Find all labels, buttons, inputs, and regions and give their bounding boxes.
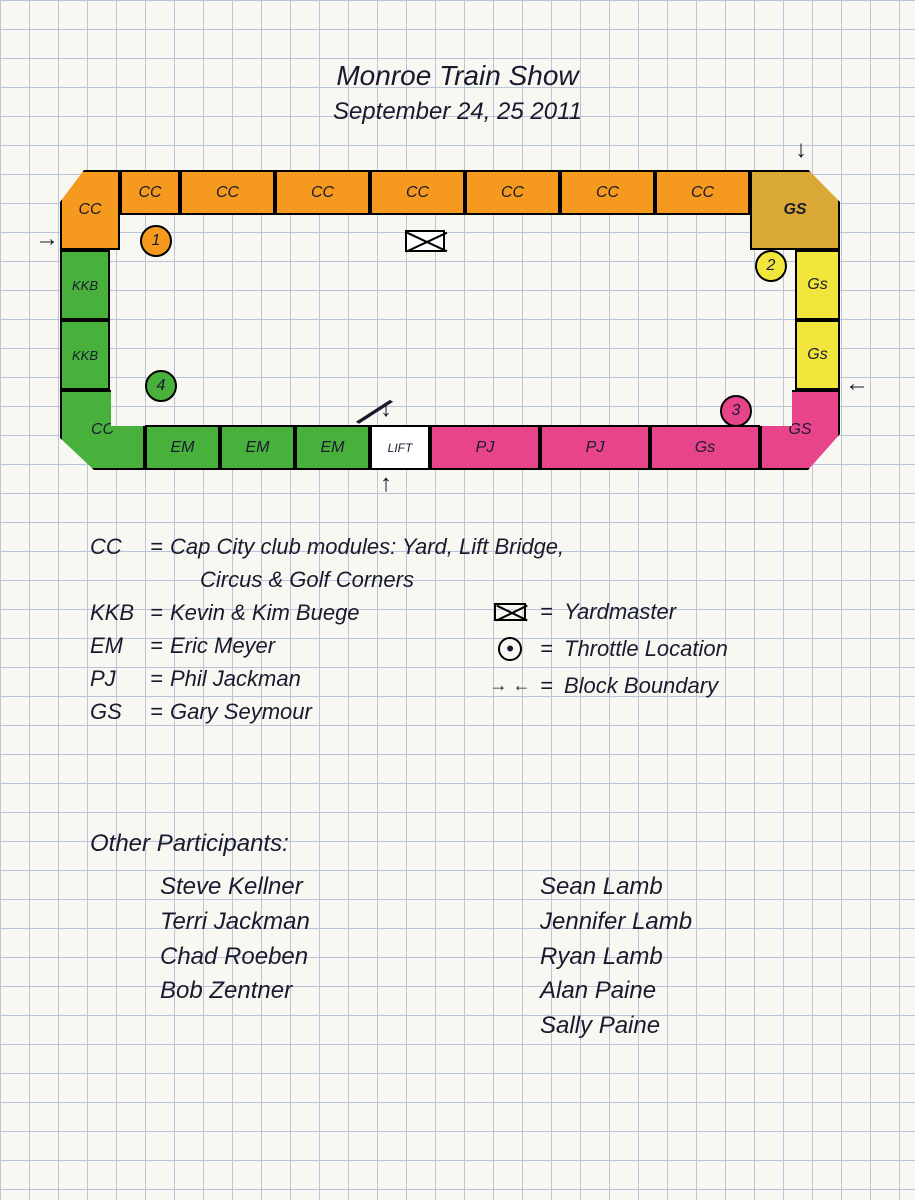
module-bottom-pink-2: Gs	[650, 425, 760, 470]
participant: Sean Lamb	[470, 870, 850, 905]
legend-cc-continue: Circus & Golf Corners	[90, 563, 850, 596]
yardmaster-mini-icon	[480, 603, 540, 621]
throttle-1: 1	[140, 225, 172, 257]
module-bottom-left-corner: CC	[60, 390, 145, 470]
participants-header: Other Participants:	[90, 830, 289, 858]
participant: Jennifer Lamb	[470, 905, 850, 940]
sym-row-yardmaster: = Yardmaster	[480, 595, 728, 628]
module-top-left-corner: CC	[60, 170, 120, 250]
module-top-3: CC	[370, 170, 465, 215]
module-top-1: CC	[180, 170, 275, 215]
legend-eq: =	[150, 596, 170, 629]
legend-key: EM	[90, 629, 150, 662]
module-bottom-pink-1: PJ	[540, 425, 650, 470]
legend-val: Cap City club modules: Yard, Lift Bridge…	[170, 530, 850, 563]
arrow-icon: →	[35, 225, 59, 253]
participant: Ryan Lamb	[470, 940, 850, 975]
arrows-mini-icon: → ←	[480, 672, 540, 699]
layout-diagram: CC CC CC CC CC CC CC CC GS KKB KKB CC Gs…	[60, 170, 850, 490]
participants-col-1: Steve Kellner Terri Jackman Chad Roeben …	[90, 870, 470, 1044]
module-bottom-green-1: EM	[220, 425, 295, 470]
legend-key: PJ	[90, 662, 150, 695]
throttle-mini-icon	[480, 637, 540, 661]
module-bottom-pink-0: PJ	[430, 425, 540, 470]
sym-row-boundary: → ← = Block Boundary	[480, 669, 728, 702]
yardmaster-icon	[405, 230, 445, 252]
module-right-1: Gs	[795, 320, 840, 390]
throttle-4: 4	[145, 370, 177, 402]
module-top-4: CC	[465, 170, 560, 215]
module-top-6: CC	[655, 170, 750, 215]
participant: Chad Roeben	[90, 940, 470, 975]
legend-row-cc: CC = Cap City club modules: Yard, Lift B…	[90, 530, 850, 563]
throttle-3: 3	[720, 395, 752, 427]
legend-key: KKB	[90, 596, 150, 629]
legend-eq: =	[540, 669, 564, 702]
symbol-legend: = Yardmaster = Throttle Location → ← = B…	[480, 595, 728, 706]
module-lift: LIFT	[370, 425, 430, 470]
legend-eq: =	[540, 595, 564, 628]
legend-row-pj: PJ = Phil Jackman	[90, 662, 850, 695]
arrow-icon: ←	[845, 370, 869, 398]
module-left-0: KKB	[60, 250, 110, 320]
legend-key: GS	[90, 695, 150, 728]
legend-eq: =	[540, 632, 564, 665]
participant: Terri Jackman	[90, 905, 470, 940]
legend-row-gs: GS = Gary Seymour	[90, 695, 850, 728]
legend: CC = Cap City club modules: Yard, Lift B…	[90, 530, 850, 728]
participant: Bob Zentner	[90, 974, 470, 1009]
arrow-icon: ↑	[380, 470, 392, 498]
module-right-0: Gs	[795, 250, 840, 320]
throttle-2: 2	[755, 250, 787, 282]
participant: Alan Paine	[470, 974, 850, 1009]
module-bottom-right-corner: GS	[760, 390, 840, 470]
sym-row-throttle: = Throttle Location	[480, 632, 728, 665]
page-subtitle: September 24, 25 2011	[0, 98, 915, 126]
participants: Steve Kellner Terri Jackman Chad Roeben …	[90, 870, 850, 1044]
legend-eq: =	[150, 662, 170, 695]
page-title: Monroe Train Show	[0, 60, 915, 92]
legend-eq: =	[150, 695, 170, 728]
module-top-right-corner: GS	[750, 170, 840, 250]
participants-col-2: Sean Lamb Jennifer Lamb Ryan Lamb Alan P…	[470, 870, 850, 1044]
module-bottom-green-2: EM	[295, 425, 370, 470]
legend-row-kkb: KKB = Kevin & Kim Buege	[90, 596, 850, 629]
sym-label: Yardmaster	[564, 595, 676, 628]
participant: Sally Paine	[470, 1009, 850, 1044]
sym-label: Throttle Location	[564, 632, 728, 665]
module-top-0: CC	[120, 170, 180, 215]
legend-eq: =	[150, 629, 170, 662]
participant: Steve Kellner	[90, 870, 470, 905]
module-bottom-green-0: EM	[145, 425, 220, 470]
legend-eq: =	[150, 530, 170, 563]
module-top-2: CC	[275, 170, 370, 215]
arrow-icon: ↓	[795, 136, 807, 164]
sym-label: Block Boundary	[564, 669, 718, 702]
module-top-5: CC	[560, 170, 655, 215]
legend-key: CC	[90, 530, 150, 563]
module-left-1: KKB	[60, 320, 110, 390]
legend-row-em: EM = Eric Meyer	[90, 629, 850, 662]
